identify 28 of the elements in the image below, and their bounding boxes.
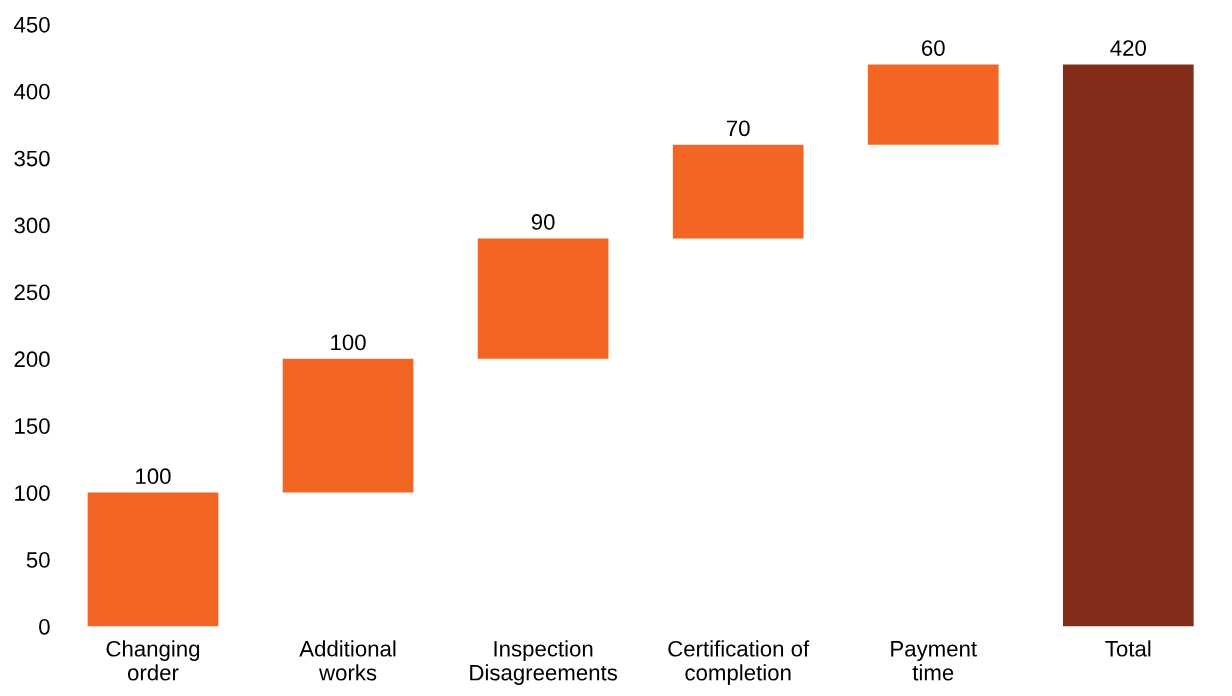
y-tick-label: 100 (15, 485, 50, 501)
y-tick-label: 350 (14, 150, 50, 167)
data-label: 70 (726, 120, 750, 137)
bar (1062, 64, 1194, 627)
y-tick-label: 200 (14, 351, 50, 368)
x-tick-label: Additional works (299, 640, 396, 681)
data-label: 100 (136, 468, 171, 485)
bar (282, 358, 414, 493)
bar (867, 64, 999, 145)
y-tick-label: 50 (26, 552, 50, 568)
bar (477, 238, 609, 359)
bar (87, 492, 219, 627)
data-label: 90 (531, 214, 555, 230)
x-tick-label: Total (1105, 640, 1151, 657)
x-tick-label: Changing order (106, 640, 200, 681)
y-tick-label: 250 (14, 284, 50, 301)
y-tick-label: 450 (14, 16, 50, 33)
y-tick-label: 150 (15, 418, 50, 434)
y-tick-label: 400 (14, 83, 50, 100)
y-tick-label: 0 (39, 618, 50, 635)
data-label: 420 (1110, 40, 1146, 56)
y-tick-label: 300 (14, 217, 50, 234)
x-tick-label: Payment time (891, 641, 977, 681)
x-tick-label: Inspection Disagreements (470, 640, 618, 685)
data-label: 60 (922, 40, 945, 56)
bar (672, 144, 804, 239)
data-label: 100 (331, 334, 366, 351)
x-tick-label: Certification of completion (668, 640, 810, 685)
